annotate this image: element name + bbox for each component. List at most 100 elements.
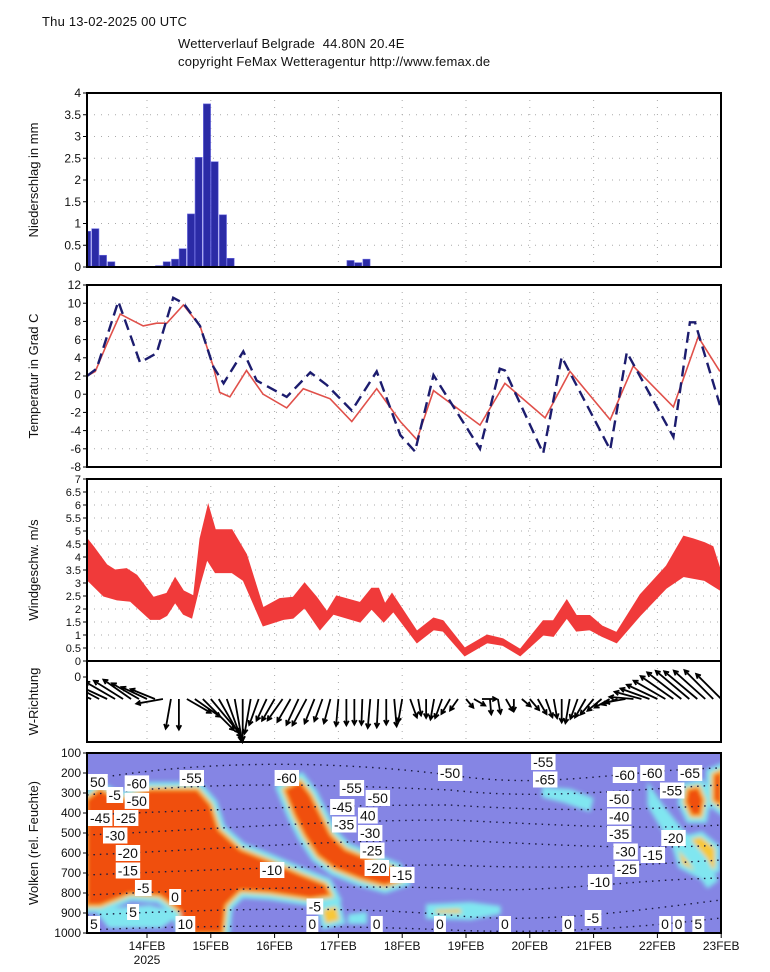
wind-arrow-head xyxy=(534,705,541,712)
wind-arrow-head xyxy=(433,712,440,720)
x-tick-label: 16FEB xyxy=(256,939,293,953)
wind-arrow xyxy=(603,698,626,705)
wind-arrow xyxy=(654,669,690,700)
wind-arrow-head xyxy=(312,716,319,723)
wind-arrow-shaft xyxy=(111,682,140,700)
contour-label-box xyxy=(640,847,666,863)
cloud-blob-right-edge xyxy=(706,763,721,815)
wind-arrow xyxy=(333,698,340,728)
wind-arrow-shaft xyxy=(440,698,451,715)
contour-label: -65 xyxy=(532,771,558,788)
wind-arrow-shaft xyxy=(633,679,666,700)
y-tick-label: 3.5 xyxy=(64,108,81,122)
wind-arrow xyxy=(440,698,451,716)
contour-label: -30 xyxy=(102,827,128,844)
wind-arrow-shaft xyxy=(225,698,243,741)
y-tick-label: 2 xyxy=(75,604,81,616)
contour-label-box xyxy=(499,916,512,932)
y-tick-label: 0 xyxy=(75,656,81,668)
contour-label-box xyxy=(531,754,556,770)
wind-arrow xyxy=(110,682,140,700)
wind-arrow xyxy=(409,698,419,720)
wind-arrow-shaft xyxy=(640,675,674,700)
contour-label: -35 xyxy=(332,816,357,833)
contour-label-text: -60 xyxy=(615,767,635,783)
wind-arrow-head xyxy=(343,720,350,728)
y-tick-label: 0 xyxy=(74,260,81,274)
contour-label: -20 xyxy=(661,830,686,846)
wind-arrow xyxy=(433,698,443,720)
wind-arrow-shaft xyxy=(552,698,558,719)
wind-arrow-head xyxy=(600,700,608,707)
contour-label-box xyxy=(532,771,558,788)
contour-label: -60 xyxy=(124,775,150,792)
wind-arrow xyxy=(87,688,108,700)
y-tick-label: 4.5 xyxy=(66,539,81,551)
contour-label-text: 40 xyxy=(360,808,376,824)
temperature-line-dashed xyxy=(87,295,721,458)
wind-arrow-shaft xyxy=(449,698,459,711)
wind-arrow xyxy=(128,687,156,700)
contour-label: -45 xyxy=(330,799,355,815)
wind-arrow xyxy=(119,685,148,700)
wind-arrow xyxy=(202,698,236,732)
contour-label: -25 xyxy=(360,842,385,859)
y-tick-label: 5 xyxy=(75,526,81,538)
contour-label-box xyxy=(607,826,632,842)
wind-arrow xyxy=(544,698,555,720)
contour-label: -5 xyxy=(306,898,324,915)
contour-label-text: -20 xyxy=(118,845,138,861)
wind-arrow-shaft xyxy=(663,670,698,700)
contour-label-box xyxy=(134,880,152,896)
contour-label: -20 xyxy=(364,860,390,876)
contour-label-text: 0 xyxy=(661,916,669,932)
contour-label: -60 xyxy=(612,767,638,783)
wind-arrow-shaft xyxy=(121,686,148,700)
y-axis-title: Wolken (rel. Feuchte) xyxy=(26,781,41,905)
wind-arrow-shaft xyxy=(255,698,268,721)
wind-arrow-shaft xyxy=(626,683,658,700)
wind-arrow-head xyxy=(525,701,533,708)
temperature-line-solid xyxy=(87,303,721,442)
wind-arrow-shaft xyxy=(130,688,156,700)
wind-arrow xyxy=(552,698,560,720)
contour-label-box xyxy=(365,790,391,806)
contour-label-box xyxy=(115,845,141,861)
contour-label: -5 xyxy=(106,787,124,803)
wind-arrow xyxy=(612,689,642,700)
wind-arrow-head xyxy=(422,713,430,720)
contour-label: 5 xyxy=(88,916,100,932)
contour-label: -5 xyxy=(584,910,602,926)
wind-arrow-shaft xyxy=(434,698,443,719)
contour-label-text: -5 xyxy=(309,899,322,915)
contour-label: -10 xyxy=(587,874,613,890)
contour-label-text: 50 xyxy=(90,774,106,790)
panel-frame-clouds xyxy=(86,752,722,934)
contour-label: 0 xyxy=(562,916,575,932)
wind-arrow-shaft xyxy=(409,698,418,718)
contour-label-box xyxy=(88,774,108,790)
wind-arrow xyxy=(134,698,164,707)
contour-label-box xyxy=(587,874,613,890)
cloud-blob-right-upper xyxy=(677,778,712,823)
precip-bar xyxy=(178,248,187,268)
wind-arrow xyxy=(481,695,499,703)
contour-label-text: 5 xyxy=(90,916,98,932)
wind-arrow-shaft xyxy=(673,670,706,700)
cloud-blob-main xyxy=(87,780,343,933)
y-tick-label: 12 xyxy=(68,278,82,292)
contour-label-box xyxy=(370,916,383,932)
wind-arrow-head xyxy=(645,671,653,678)
contour-label-box xyxy=(433,916,446,932)
panel-frame-temperature xyxy=(86,284,722,468)
data-marks xyxy=(87,103,721,745)
contour-label-text: 10 xyxy=(177,916,193,932)
wind-arrow-shaft xyxy=(521,698,532,708)
contour-label: -65 xyxy=(677,765,703,781)
wind-arrow xyxy=(247,698,260,727)
wind-arrow xyxy=(529,698,541,712)
y-tick-label: 5.5 xyxy=(66,513,81,525)
contour-label-box xyxy=(127,904,140,920)
